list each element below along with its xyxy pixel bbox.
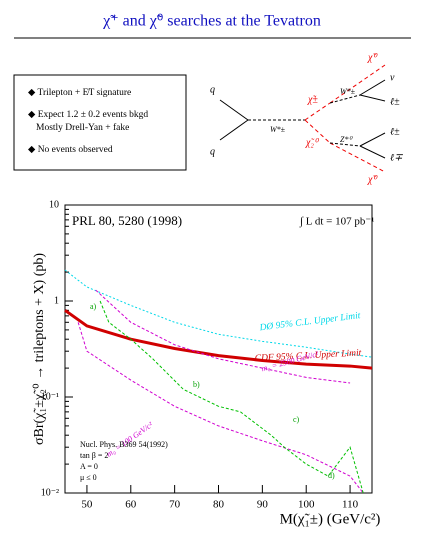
diagram-label: χ̃₂⁰ — [305, 137, 320, 148]
series-label: DØ 95% C.L. Upper Limit — [258, 311, 361, 333]
diagram-label: q — [210, 146, 215, 157]
annotation: ∫ L dt = 107 pb⁻¹ — [299, 216, 374, 228]
bullets: ◆ Trilepton + E̸T signature ◆ Expect 1.2… — [28, 87, 148, 155]
y-tick-label: 10⁻¹ — [41, 391, 59, 402]
diagram-label: χ̃⁰ — [367, 174, 378, 185]
y-tick-label: 1 — [54, 295, 59, 306]
series-line — [64, 309, 373, 370]
series-line — [99, 300, 364, 494]
y-tick-label: 10⁻² — [41, 487, 59, 498]
bullet: ◆ Trilepton + E̸T signature — [28, 87, 131, 98]
diagram-label: W*± — [340, 87, 356, 96]
x-tick-label: 90 — [257, 499, 269, 511]
y-axis-label: σBr(χ̃₁±χ̃₂⁰ → trileptons + X) (pb) — [32, 253, 47, 445]
diagram-label: ν — [390, 72, 395, 83]
bullet: ◆ Expect 1.2 ± 0.2 events bkgd — [28, 110, 148, 120]
bullet: ◆ No events observed — [28, 145, 113, 155]
diagram-label: χ̃⁰ — [367, 52, 378, 63]
diagram-label: ℓ∓ — [390, 152, 403, 163]
diagram-label: χ̃± — [307, 94, 318, 105]
annotation: μ ≤ 0 — [80, 473, 97, 482]
series-line — [64, 269, 373, 358]
annotation: A = 0 — [80, 462, 98, 471]
annotation: PRL 80, 5280 (1998) — [72, 213, 182, 228]
annotation: c) — [293, 415, 300, 424]
annotation: a) — [90, 302, 97, 311]
diagram-label: W*± — [270, 125, 286, 134]
x-tick-label: 70 — [169, 499, 181, 511]
x-tick-label: 100 — [298, 499, 315, 511]
series-line — [95, 289, 351, 384]
x-tick-label: 50 — [81, 499, 93, 511]
series-line — [77, 322, 364, 494]
diagram-label: ℓ± — [390, 96, 400, 107]
diagram-label: ℓ± — [390, 126, 400, 137]
x-tick-label: 110 — [342, 499, 359, 511]
annotation: Nucl. Phys. B369 54(1992) — [80, 440, 168, 449]
annotation: b) — [193, 380, 200, 389]
diagram-label: Z*⁰ — [340, 135, 353, 144]
x-tick-label: 80 — [213, 499, 225, 511]
title: χ̃⁺ and χ̃⁰ searches at the Tevatron — [102, 13, 321, 30]
y-tick-label: 10 — [49, 199, 59, 210]
x-tick-label: 60 — [125, 499, 137, 511]
diagram-label: q — [210, 84, 215, 95]
info-box — [13, 74, 187, 171]
feynman-diagram — [219, 64, 386, 173]
x-axis-label: M(χ̃₁±) (GeV/c²) — [280, 511, 381, 527]
bullet: Mostly Drell-Yan + fake — [36, 122, 129, 133]
annotation: tan β = 2 — [80, 451, 108, 460]
annotation: d) — [328, 471, 335, 480]
